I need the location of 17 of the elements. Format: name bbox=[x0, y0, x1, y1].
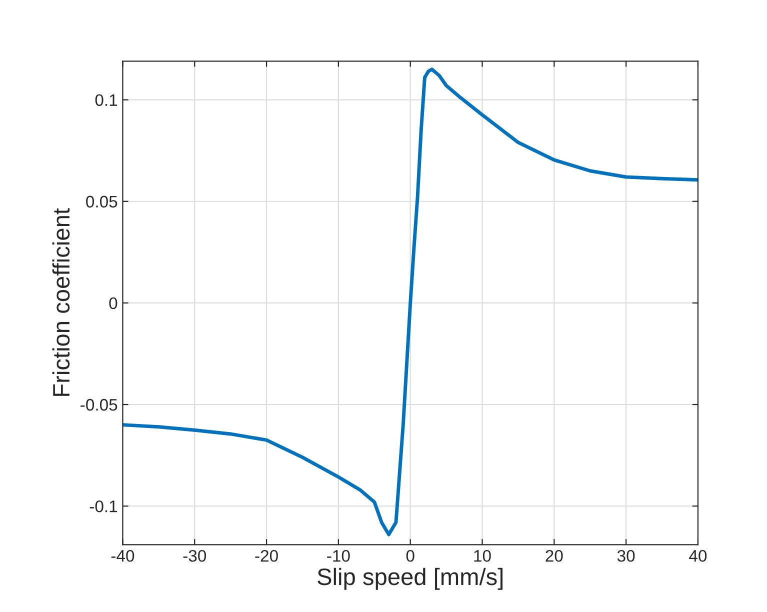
x-tick-label: 40 bbox=[689, 550, 707, 562]
x-tick-label: 30 bbox=[617, 550, 635, 562]
x-tick-label: -20 bbox=[255, 550, 278, 562]
x-tick-label: -10 bbox=[327, 550, 350, 562]
x-tick-label: 10 bbox=[474, 550, 491, 562]
x-tick-label: 0 bbox=[406, 550, 414, 562]
line-series bbox=[122, 68, 698, 536]
x-tick-label: -40 bbox=[111, 550, 134, 562]
x-tick-label: 20 bbox=[546, 550, 563, 562]
y-axis-title: Friction coefficient bbox=[52, 208, 70, 396]
y-tick-label: 0 bbox=[109, 297, 118, 310]
y-tick-label: 0.05 bbox=[86, 196, 118, 208]
y-tick-label: -0.1 bbox=[90, 500, 118, 512]
x-axis-title: Slip speed [mm/s] bbox=[318, 568, 502, 590]
y-tick-label: -0.05 bbox=[80, 398, 118, 411]
y-tick-label: 0.1 bbox=[95, 94, 118, 106]
x-tick-label: -30 bbox=[183, 550, 206, 562]
